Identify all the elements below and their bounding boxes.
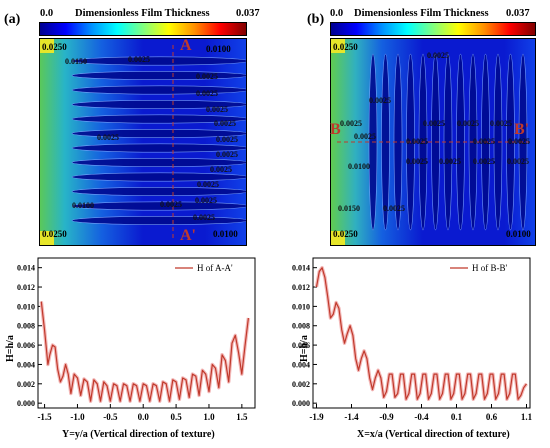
contour-label: 0.0025: [423, 119, 445, 128]
contour-label: 0.0100: [348, 162, 370, 171]
x-tick-label: -0.5: [103, 412, 118, 422]
contour-label: 0.0025: [473, 157, 495, 166]
y-tick-label: 0.004: [292, 360, 310, 369]
contour-label: 0.0250: [333, 229, 358, 239]
y-tick-label: 0.000: [292, 399, 310, 408]
x-tick-label: 0.0: [138, 412, 150, 422]
contour-label: 0.0025: [193, 213, 215, 222]
y-tick-label: 0.010: [17, 302, 35, 311]
contour-label: 0.0150: [338, 204, 360, 213]
contour-label: 0.0025: [196, 72, 218, 81]
y-tick-label: 0.014: [292, 264, 310, 273]
contour-label: 0.0025: [340, 119, 362, 128]
x-tick-label: 1.0: [203, 412, 215, 422]
y-tick-label: 0.010: [292, 302, 310, 311]
contour-label: 0.0025: [507, 157, 529, 166]
contour-label: 0.0025: [214, 119, 236, 128]
contour-label: 0.0100: [213, 229, 238, 239]
colorbar-a-title: Dimensionless Film Thickness: [75, 8, 210, 19]
contour-label: 0.0150: [65, 57, 87, 66]
contour-label: 0.0100: [506, 229, 531, 239]
colorbar-b-title: Dimensionless Film Thickness: [354, 8, 489, 19]
x-tick-label: -1.0: [70, 412, 85, 422]
contour-label: 0.0025: [197, 180, 219, 189]
contour-label: 0.0025: [490, 119, 512, 128]
colorbar-b: [330, 22, 536, 36]
contour-label: 0.0025: [439, 157, 461, 166]
contour-label: 0.0025: [210, 165, 232, 174]
legend-label: H of A-A': [197, 263, 233, 273]
contour-label: 0.0025: [97, 133, 119, 142]
y-tick-label: 0.008: [17, 322, 35, 331]
x-tick-label: 0.1: [451, 412, 463, 422]
x-tick-label: -1.5: [37, 412, 52, 422]
y-tick-label: 0.002: [292, 380, 310, 389]
contour-label: 0.0250: [42, 229, 67, 239]
x-tick-label: 1.1: [521, 412, 533, 422]
colorbar-a: [39, 22, 247, 36]
contour-label: 0.0100: [206, 44, 231, 54]
panel-a-label: (a): [4, 12, 21, 27]
x-tick-label: 1.5: [236, 412, 248, 422]
contour-label: 0.0025: [160, 200, 182, 209]
y-tick-label: 0.000: [17, 399, 35, 408]
contour-label: 0.0250: [333, 42, 358, 52]
section-mark-b-right: B': [514, 121, 530, 138]
legend-label: H of B-B': [472, 263, 507, 273]
y-axis-label-b: H=h/a: [299, 335, 310, 362]
x-tick-label: -0.9: [379, 412, 394, 422]
contour-label: 0.0025: [128, 55, 150, 64]
x-axis-label-b: X=x/a (Vertical direction of texture): [357, 429, 510, 440]
section-mark-a-top: A: [180, 37, 192, 54]
x-tick-label: -1.4: [344, 412, 359, 422]
contour-label: 0.0250: [42, 42, 67, 52]
y-tick-label: 0.014: [17, 264, 35, 273]
y-tick-label: 0.012: [292, 283, 310, 292]
contour-label: 0.0025: [427, 51, 449, 60]
contour-label: 0.0025: [473, 137, 495, 146]
line-plot-a-svg: -1.5 -1.0 -0.5 0.0 0.5 1.0 1.5 0.000 0.002 0.004 0…: [17, 257, 256, 422]
line-plot-a: -1.5 -1.0 -0.5 0.0 0.5 1.0 1.5 0.000 0.002 0.004 0…: [0, 248, 275, 443]
contour-label: 0.0025: [508, 137, 530, 146]
section-mark-b-left: B: [330, 121, 341, 138]
contour-label: 0.0025: [216, 135, 238, 144]
series-line-shadow: [314, 265, 528, 402]
contour-label: 0.0025: [383, 204, 405, 213]
contour-label: 0.0025: [206, 105, 228, 114]
contour-label: 0.0025: [406, 157, 428, 166]
y-tick-label: 0.012: [17, 283, 35, 292]
contour-label: 0.0025: [354, 132, 376, 141]
y-tick-label: 0.006: [292, 341, 310, 350]
x-tick-label: 0.6: [486, 412, 498, 422]
contour-label: 0.0025: [195, 196, 217, 205]
contour-label: 0.0025: [216, 150, 238, 159]
contour-label: 0.0025: [196, 89, 218, 98]
plot-frame: [37, 257, 256, 409]
contour-map-b: [330, 38, 536, 246]
line-plot-b-svg: -1.9 -1.4 -0.9 -0.4 0.1 0.6 1.1 0.000 0.002 0.004…: [292, 257, 533, 422]
x-tick-label: -0.4: [414, 412, 429, 422]
x-axis-label-a: Y=y/a (Vertical direction of texture): [62, 429, 215, 440]
contour-label: 0.0025: [369, 96, 391, 105]
series-line: [40, 301, 249, 402]
line-plot-b: -1.9 -1.4 -0.9 -0.4 0.1 0.6 1.1 0.000 0.002 0.004…: [275, 248, 550, 443]
x-tick-label: -1.9: [309, 412, 324, 422]
colorbar-b-min: 0.0: [330, 8, 344, 19]
y-tick-label: 0.006: [17, 341, 35, 350]
contour-map-a: [39, 38, 247, 246]
contour-label: 0.0025: [457, 119, 479, 128]
section-mark-a-bottom: A': [180, 227, 196, 244]
y-tick-label: 0.008: [292, 322, 310, 331]
y-axis-label-a: H=h/a: [5, 335, 16, 362]
colorbar-a-max: 0.037: [236, 8, 260, 19]
y-tick-label: 0.002: [17, 380, 35, 389]
colorbar-b-max: 0.037: [506, 8, 530, 19]
panel-b-label: (b): [307, 12, 325, 27]
contour-label: 0.0100: [72, 201, 94, 210]
contour-label: 0.0025: [406, 137, 428, 146]
x-tick-label: 0.5: [170, 412, 182, 422]
series-line: [315, 267, 527, 400]
y-tick-label: 0.004: [17, 360, 35, 369]
colorbar-a-min: 0.0: [40, 8, 54, 19]
